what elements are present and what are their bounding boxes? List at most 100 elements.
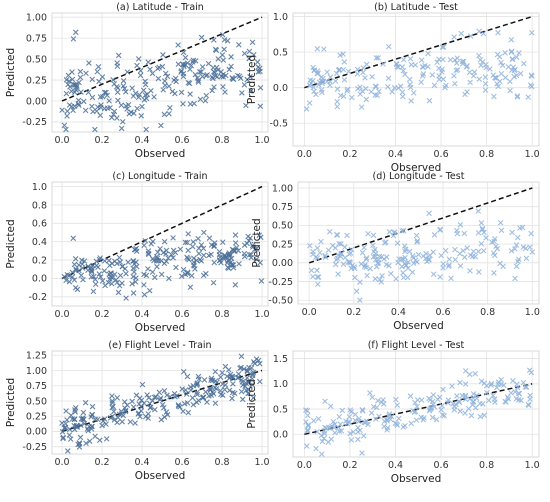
x-tick-label: 0.0 [54,457,69,468]
data-point [136,401,142,407]
data-point [237,365,243,372]
data-point [514,234,521,241]
y-axis-label: Predicted [5,48,17,97]
data-point [440,56,446,63]
data-point [64,417,70,423]
data-point [166,275,172,282]
data-point [163,409,170,415]
data-point [363,61,370,68]
data-point [402,71,408,78]
data-point [393,61,400,68]
x-tick-label: 0.4 [134,457,149,468]
data-point [109,413,116,420]
data-point [151,94,157,100]
data-point [418,414,425,421]
data-point [313,445,319,452]
data-point [148,87,154,94]
y-tick-label: -0.25 [268,277,293,288]
data-point [402,248,408,255]
data-point [203,270,209,277]
data-point [414,403,420,410]
data-point [495,29,501,36]
data-point [240,382,246,388]
data-point [123,270,129,277]
data-point [154,263,160,270]
y-tick-label: 0.2 [32,255,47,266]
data-point [230,76,236,82]
data-point [340,261,347,267]
data-point [226,66,233,73]
data-point [319,89,325,96]
data-point [365,421,371,428]
data-point [388,270,394,277]
data-point [61,122,68,129]
data-point [333,70,340,77]
data-point [418,397,425,403]
data-point [64,108,71,114]
data-point [476,269,482,275]
data-point [457,263,464,269]
data-point [175,402,182,408]
data-point [468,412,475,419]
data-point [243,380,250,387]
data-point [525,94,532,100]
data-point [96,437,103,443]
data-point [399,89,406,95]
x-tick-label: 0.2 [94,135,109,146]
y-tick-label: 0.0 [32,274,47,285]
data-point [166,83,172,90]
data-point [108,114,115,121]
x-tick-label: 0.2 [94,457,109,468]
data-point [170,235,176,241]
data-point [374,92,381,99]
data-point [429,414,436,421]
data-point [175,403,182,409]
data-point [453,60,460,66]
data-point [69,76,76,83]
data-point [121,85,128,92]
data-point [156,64,162,71]
data-point [433,416,440,423]
y-tick-label: 1.00 [26,12,47,23]
data-point [116,254,123,261]
data-point [229,389,236,396]
data-point [338,241,344,247]
data-point [419,73,426,79]
x-axis-label: Observed [393,320,444,332]
data-point [239,90,245,96]
data-point [68,103,75,110]
data-point [453,67,459,74]
data-point [369,394,376,401]
y-axis-label: Predicted [5,219,17,268]
x-tick-label: 0.6 [174,135,189,146]
data-point [155,75,162,82]
data-point [413,417,420,423]
y-tick-label: 0.25 [26,412,47,423]
data-point [352,274,358,281]
data-point [158,122,164,129]
data-point [211,84,217,90]
data-point [106,262,113,269]
y-tick-label: 0.4 [32,237,47,248]
data-point [229,395,235,402]
data-point [138,113,145,119]
data-point [517,70,524,77]
data-point [481,412,488,418]
data-point [89,94,96,101]
data-point [426,257,432,263]
data-point [303,407,309,413]
data-point [336,240,342,247]
x-tick-label: 0.6 [435,307,450,318]
data-point [386,262,392,269]
data-point [146,287,153,294]
data-point [322,254,329,260]
x-tick-label: 0.8 [214,309,229,320]
data-point [446,262,452,268]
data-point [318,238,324,245]
data-point [500,263,506,270]
data-point [452,256,459,263]
data-point [148,241,154,247]
data-point [72,29,79,36]
data-point [78,272,85,279]
data-point [172,90,178,97]
